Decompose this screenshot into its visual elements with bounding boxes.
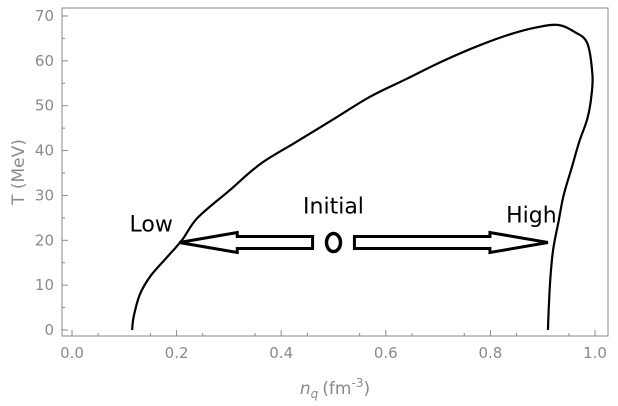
x-tick-label: 0.4 — [269, 344, 293, 362]
arrow-high — [352, 230, 549, 255]
annotation-initial: Initial — [303, 194, 364, 219]
annotations: Low Initial High — [130, 194, 557, 237]
x-axis-title-base: n — [300, 379, 311, 399]
x-tick-label: 0.8 — [478, 344, 502, 362]
x-tick-label: 0.2 — [165, 344, 189, 362]
y-ticks — [62, 15, 68, 331]
series-line — [131, 23, 594, 331]
x-tick-label: 1.0 — [583, 344, 607, 362]
plot-frame — [61, 7, 609, 337]
x-axis-title-sub: q — [311, 387, 319, 401]
x-tick-labels: 0.0 0.2 0.4 0.6 0.8 1.0 — [60, 344, 607, 362]
x-axis-title-sup: -3 — [351, 376, 363, 390]
initial-marker — [324, 231, 343, 254]
y-tick-label: 20 — [35, 231, 54, 249]
annotation-low: Low — [130, 212, 173, 237]
x-tick-label: 0.6 — [374, 344, 398, 362]
y-tick-label: 50 — [35, 97, 54, 115]
arrow-low — [178, 230, 315, 255]
x-tick-label: 0.0 — [60, 344, 84, 362]
y-tick-label: 30 — [35, 186, 54, 204]
y-tick-label: 10 — [35, 276, 54, 294]
y-tick-label: 0 — [44, 321, 54, 339]
y-tick-label: 70 — [35, 7, 54, 25]
x-axis-title-unit-close: ) — [363, 379, 370, 399]
y-axis-title: T (MeV) — [9, 139, 29, 206]
x-axis-title: nq (fm-3) — [300, 376, 370, 401]
y-tick-label: 40 — [35, 142, 54, 160]
annotation-high: High — [506, 203, 557, 228]
y-tick-labels: 0 10 20 30 40 50 60 70 — [35, 7, 54, 339]
x-axis-title-unit-open: (fm — [322, 379, 351, 399]
x-ticks — [71, 330, 596, 336]
y-tick-label: 60 — [35, 52, 54, 70]
